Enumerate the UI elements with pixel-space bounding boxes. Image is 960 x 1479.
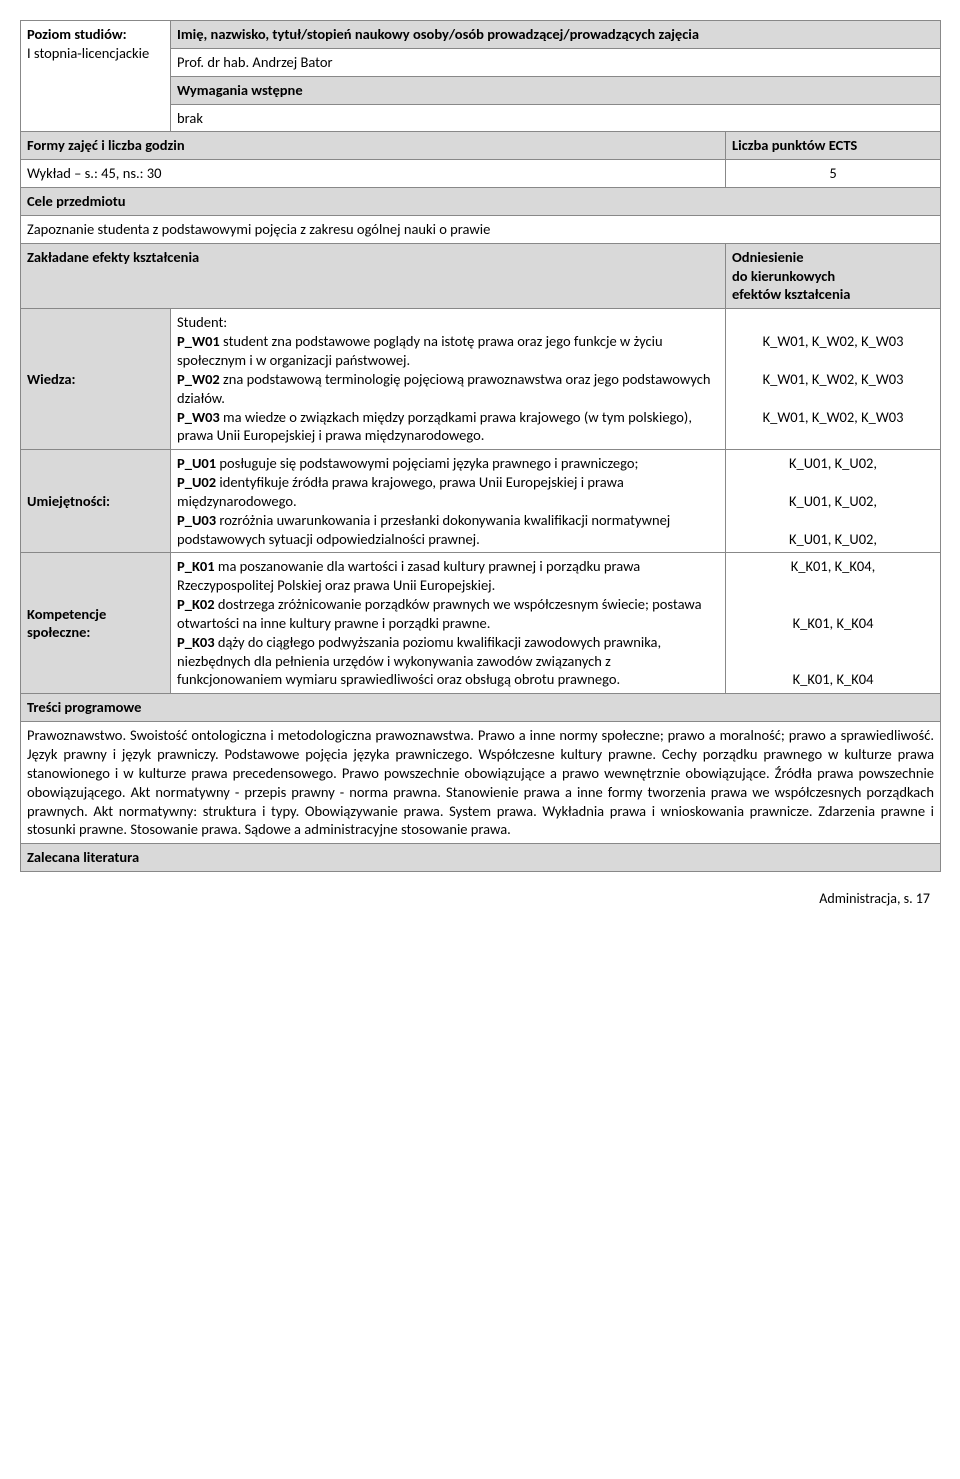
poziom-value: I stopnia-licencjackie bbox=[27, 44, 149, 62]
komp-label: Kompetencje społeczne: bbox=[21, 553, 171, 694]
student-label: Student: bbox=[177, 313, 227, 331]
p-u02-text: identyfikuje źródła prawa krajowego, pra… bbox=[177, 473, 624, 510]
wiedza-ref3: K_W01, K_W02, K_W03 bbox=[763, 408, 904, 426]
p-k02-code: P_K02 bbox=[177, 595, 215, 613]
p-u01-text: posługuje się podstawowymi pojęciami jęz… bbox=[216, 454, 638, 472]
umiej-content: P_U01 posługuje się podstawowymi pojęcia… bbox=[171, 450, 726, 553]
p-k03-code: P_K03 bbox=[177, 633, 215, 651]
tresci-text: Prawoznawstwo. Swoistość ontologiczna i … bbox=[21, 722, 941, 844]
wiedza-content: Student: P_W01 student zna podstawowe po… bbox=[171, 309, 726, 450]
cele-header: Cele przedmiotu bbox=[21, 188, 941, 216]
forms-header: Formy zajęć i liczba godzin bbox=[21, 132, 726, 160]
p-k01-text: ma poszanowanie dla wartości i zasad kul… bbox=[177, 557, 640, 594]
p-w01-text: student zna podstawowe poglądy na istotę… bbox=[177, 332, 663, 369]
komp-ref2: K_K01, K_K04 bbox=[793, 614, 874, 632]
ects-value: 5 bbox=[726, 160, 941, 188]
wiedza-refs: K_W01, K_W02, K_W03 K_W01, K_W02, K_W03 … bbox=[726, 309, 941, 450]
wyklad-value: Wykład – s.: 45, ns.: 30 bbox=[21, 160, 726, 188]
p-u03-code: P_U03 bbox=[177, 511, 216, 529]
wiedza-ref1: K_W01, K_W02, K_W03 bbox=[763, 332, 904, 350]
cele-text: Zapoznanie studenta z podstawowymi pojęc… bbox=[21, 215, 941, 243]
umiej-ref3: K_U01, K_U02, bbox=[789, 530, 877, 548]
umiej-ref2: K_U01, K_U02, bbox=[789, 492, 877, 510]
wiedza-label: Wiedza: bbox=[21, 309, 171, 450]
instructor-value: Prof. dr hab. Andrzej Bator bbox=[171, 48, 941, 76]
komp-content: P_K01 ma poszanowanie dla wartości i zas… bbox=[171, 553, 726, 694]
umiej-refs: K_U01, K_U02, K_U01, K_U02, K_U01, K_U02… bbox=[726, 450, 941, 553]
p-u01-code: P_U01 bbox=[177, 454, 216, 472]
zakladane-header: Zakładane efekty kształcenia bbox=[21, 243, 726, 309]
p-w03-code: P_W03 bbox=[177, 408, 220, 426]
p-k02-text: dostrzega zróżnicowanie porządków prawny… bbox=[177, 595, 702, 632]
komp-refs: K_K01, K_K04, K_K01, K_K04 K_K01, K_K04 bbox=[726, 553, 941, 694]
p-w03-text: ma wiedze o związkach między porządkami … bbox=[177, 408, 692, 445]
syllabus-table: Poziom studiów: I stopnia-licencjackie I… bbox=[20, 20, 941, 872]
komp-ref3: K_K01, K_K04 bbox=[793, 670, 874, 688]
p-w01-code: P_W01 bbox=[177, 332, 220, 350]
instructor-header: Imię, nazwisko, tytuł/stopień naukowy os… bbox=[171, 21, 941, 49]
komp-ref1: K_K01, K_K04, bbox=[791, 557, 876, 575]
wymagania-value: brak bbox=[171, 104, 941, 132]
p-u03-text: rozróżnia uwarunkowania i przesłanki dok… bbox=[177, 511, 670, 548]
p-w02-code: P_W02 bbox=[177, 370, 220, 388]
ects-header: Liczba punktów ECTS bbox=[726, 132, 941, 160]
poziom-cell: Poziom studiów: I stopnia-licencjackie bbox=[21, 21, 171, 132]
p-k03-text: dąży do ciągłego podwyższania poziomu kw… bbox=[177, 633, 661, 689]
umiej-ref1: K_U01, K_U02, bbox=[789, 454, 877, 472]
umiej-label: Umiejętności: bbox=[21, 450, 171, 553]
p-u02-code: P_U02 bbox=[177, 473, 216, 491]
p-k01-code: P_K01 bbox=[177, 557, 215, 575]
tresci-header: Treści programowe bbox=[21, 694, 941, 722]
poziom-label: Poziom studiów: bbox=[27, 25, 127, 43]
odniesienie-header: Odniesienie do kierunkowych efektów kszt… bbox=[726, 243, 941, 309]
zalecana-header: Zalecana literatura bbox=[21, 844, 941, 872]
page-footer: Administracja, s. 17 bbox=[20, 890, 940, 907]
wiedza-ref2: K_W01, K_W02, K_W03 bbox=[763, 370, 904, 388]
wymagania-header: Wymagania wstępne bbox=[171, 76, 941, 104]
p-w02-text: zna podstawową terminologię pojęciową pr… bbox=[177, 370, 710, 407]
